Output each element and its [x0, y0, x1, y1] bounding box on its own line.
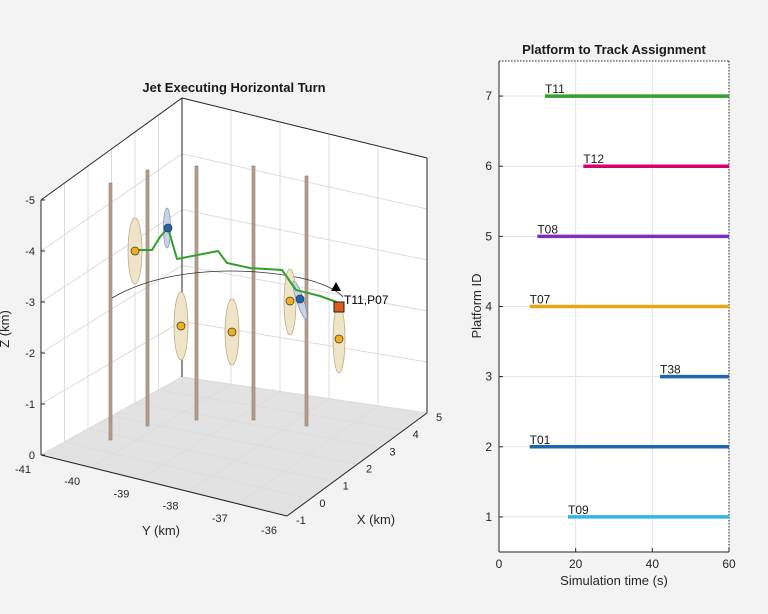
- y-tick-label-2d: 4: [485, 300, 492, 314]
- x-tick-label-2d: 60: [722, 557, 736, 571]
- x-tick-label: 2: [366, 464, 372, 476]
- axes-3d-frame: [40, 97, 428, 517]
- back-wall: [182, 98, 427, 413]
- assignment-label-t07: T07: [530, 293, 551, 307]
- z-tick-label: -5: [25, 195, 35, 207]
- detection-point-blue: [295, 294, 305, 304]
- y-tick-label-2d: 2: [485, 440, 492, 454]
- assignment-label-t08: T08: [537, 222, 558, 236]
- x-axis-label-2d: Simulation time (s): [560, 573, 668, 588]
- left-chart-title: Jet Executing Horizontal Turn: [142, 80, 325, 95]
- tower: [145, 169, 150, 427]
- x-tick-label-2d: 20: [569, 557, 583, 571]
- detection-point: [176, 321, 186, 331]
- axes-2d[interactable]: T11 T12 T08 T07 T38 T01 T09 0 20 40 60 1 2 3 4 5 6 7 Pla…: [469, 42, 736, 588]
- y-tick-label: -41: [15, 464, 31, 476]
- towers: [108, 165, 309, 441]
- assignment-label-t09: T09: [568, 503, 589, 517]
- y-tick-label: -36: [261, 525, 277, 537]
- platform-marker-triangle: [331, 282, 341, 291]
- track-marker-square: [333, 301, 345, 313]
- detection-point: [334, 334, 344, 344]
- tick-labels-2d: 0 20 40 60 1 2 3 4 5 6 7: [485, 89, 736, 571]
- y-tick-label: -39: [113, 488, 129, 500]
- x-tick-label: 1: [343, 481, 349, 493]
- y-tick-label-2d: 6: [485, 159, 492, 173]
- z-axis-label: Z (km): [0, 310, 12, 348]
- detection-point: [130, 246, 140, 256]
- assignment-label-t01: T01: [530, 433, 551, 447]
- assignment-label-t12: T12: [583, 152, 604, 166]
- axes-3d[interactable]: T11,P07 0 -1 -2 -3 -4 -5 -41 -40 -39 -38 -37 -36 -…: [0, 80, 442, 538]
- z-tick-label: -2: [25, 348, 35, 360]
- truth-trajectory: [111, 270, 344, 299]
- assignment-series: T11 T12 T08 T07 T38 T01 T09: [529, 82, 729, 519]
- detections: [130, 223, 344, 344]
- tower: [108, 182, 113, 441]
- y-axis-label-2d: Platform ID: [469, 273, 484, 338]
- z-tick-labels: 0 -1 -2 -3 -4 -5: [25, 195, 45, 462]
- x-tick-label: 4: [413, 429, 419, 441]
- y-tick-label-2d: 3: [485, 370, 492, 384]
- z-tick-label: 0: [29, 450, 35, 462]
- tower: [194, 165, 199, 421]
- x-tick-label-2d: 40: [646, 557, 660, 571]
- x-tick-label: 5: [436, 412, 442, 424]
- y-tick-label-2d: 5: [485, 229, 492, 243]
- x-tick-label: 3: [389, 446, 395, 458]
- right-chart-title: Platform to Track Assignment: [522, 42, 706, 57]
- tower: [251, 165, 256, 421]
- x-tick-label-2d: 0: [496, 557, 503, 571]
- y-tick-labels: -41 -40 -39 -38 -37 -36: [15, 464, 277, 537]
- y-tick-label-2d: 1: [485, 510, 492, 524]
- assignment-label-t38: T38: [660, 363, 681, 377]
- x-tick-label: -1: [296, 515, 306, 527]
- assignment-label-t11: T11: [545, 82, 565, 96]
- z-tick-label: -3: [25, 297, 35, 309]
- y-tick-label: -38: [163, 501, 179, 513]
- detection-point: [227, 327, 237, 337]
- z-tick-label: -4: [25, 246, 35, 258]
- x-axis-label: X (km): [357, 512, 395, 527]
- detection-point: [285, 296, 295, 306]
- x-tick-labels: -1 0 1 2 3 4 5: [296, 412, 442, 527]
- x-tick-label: 0: [319, 498, 325, 510]
- y-tick-label: -37: [212, 513, 228, 525]
- y-tick-label-2d: 7: [485, 89, 492, 103]
- track-t11-path: [135, 225, 340, 304]
- tower: [304, 175, 309, 427]
- detection-point-blue: [163, 223, 173, 233]
- y-tick-label: -40: [64, 476, 80, 488]
- track-annotation: T11,P07: [344, 293, 389, 307]
- y-axis-label: Y (km): [142, 523, 180, 538]
- z-tick-label: -1: [25, 399, 35, 411]
